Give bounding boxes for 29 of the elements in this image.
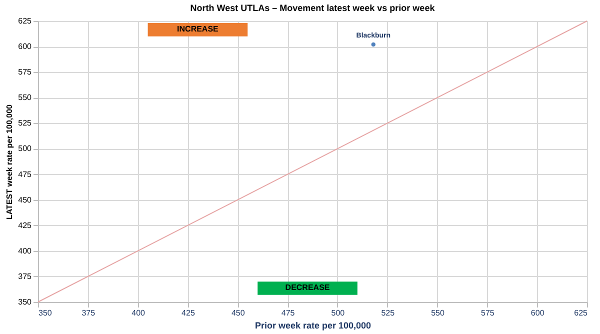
y-tick-label: 425	[18, 220, 32, 230]
x-tick-label: 500	[331, 308, 346, 318]
y-axis-title: LATEST week rate per 100,000	[5, 104, 14, 220]
y-tick-label: 475	[18, 170, 32, 179]
x-tick-label: 625	[574, 308, 588, 318]
x-tick-label: 475	[281, 308, 296, 318]
y-tick-label: 375	[18, 272, 32, 281]
y-tick-label: 525	[18, 118, 32, 128]
y-tick-label: 550	[18, 93, 32, 102]
y-tick-label: 400	[18, 246, 32, 256]
y-tick-label: 350	[18, 298, 32, 306]
x-tick-label: 350	[38, 308, 52, 318]
chart-title: North West UTLAs – Movement latest week vs prior week	[190, 3, 436, 13]
x-axis-title: Prior week rate per 100,000	[254, 320, 372, 330]
x-tick-label: 575	[481, 308, 495, 318]
x-tick-label: 450	[231, 308, 246, 318]
x-tick-label: 375	[82, 308, 96, 318]
y-tick-label: 450	[18, 195, 32, 204]
x-tick-label: 550	[431, 308, 445, 318]
x-tick-label: 600	[530, 308, 545, 318]
y-tick-label: 500	[18, 144, 32, 154]
annotation: DECREASE	[285, 283, 330, 292]
y-tick-label: 625	[18, 16, 32, 26]
y-tick-label: 600	[18, 42, 32, 52]
y-tick-label: 575	[18, 68, 32, 77]
x-tick-label: 525	[381, 308, 396, 318]
x-tick-label: 400	[132, 308, 146, 318]
x-tick-label: 425	[182, 308, 196, 318]
annotation: INCREASE	[177, 24, 220, 34]
